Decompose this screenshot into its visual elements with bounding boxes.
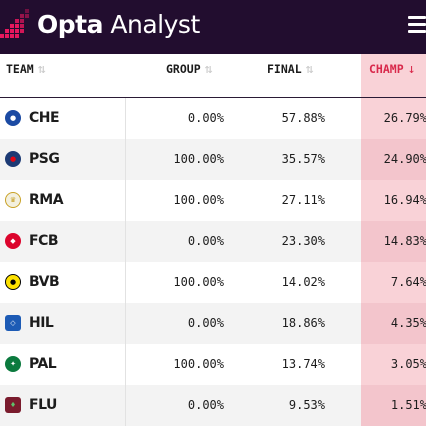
column-divider — [125, 303, 126, 344]
column-divider — [125, 98, 126, 139]
real-madrid-crest-icon: ♛ — [5, 192, 21, 208]
team-abbreviation[interactable]: FLU — [29, 397, 57, 413]
opta-logo-icon[interactable] — [0, 6, 36, 42]
champ-highlight-cell — [361, 344, 426, 385]
standings-table-body: ● CHE 0.00% 57.88% 26.79% ● PSG 100.00% … — [0, 98, 426, 426]
table-row[interactable]: ● PSG 100.00% 35.57% 24.90% — [0, 139, 426, 180]
team-abbreviation[interactable]: FCB — [29, 233, 59, 249]
column-header-final[interactable]: FINAL ⇅ — [267, 54, 313, 97]
final-probability: 14.02% — [281, 275, 325, 289]
table-row[interactable]: ◇ HIL 0.00% 18.86% 4.35% — [0, 303, 426, 344]
dortmund-crest-icon: ● — [5, 274, 21, 290]
column-header-group[interactable]: GROUP ⇅ — [166, 54, 212, 97]
sort-arrows-icon: ⇅ — [37, 62, 46, 77]
team-abbreviation[interactable]: HIL — [29, 315, 54, 331]
group-probability: 0.00% — [187, 111, 224, 125]
final-probability: 9.53% — [288, 398, 325, 412]
column-label: GROUP — [166, 62, 201, 76]
champ-probability: 26.79% — [383, 111, 426, 125]
hamburger-menu-icon[interactable] — [408, 14, 426, 36]
final-probability: 35.57% — [281, 152, 325, 166]
column-divider — [125, 262, 126, 303]
column-divider — [125, 385, 126, 426]
group-probability: 100.00% — [173, 357, 224, 371]
champ-probability: 3.05% — [390, 357, 426, 371]
champ-highlight-cell — [361, 139, 426, 180]
team-abbreviation[interactable]: BVB — [29, 274, 60, 290]
team-abbreviation[interactable]: RMA — [29, 192, 64, 208]
column-label: CHAMP — [369, 62, 404, 76]
brand-name-bold: Opta — [37, 10, 103, 39]
brand-wordmark[interactable]: Opta Analyst — [37, 9, 200, 41]
al-hilal-crest-icon: ◇ — [5, 315, 21, 331]
champ-highlight-cell — [361, 262, 426, 303]
team-abbreviation[interactable]: CHE — [29, 110, 60, 126]
champ-probability: 16.94% — [383, 193, 426, 207]
final-probability: 23.30% — [281, 234, 325, 248]
brand-name-light: Analyst — [102, 10, 200, 39]
column-divider — [125, 139, 126, 180]
table-header: TEAM ⇅ GROUP ⇅ FINAL ⇅ CHAMP ↓ — [0, 54, 426, 98]
group-probability: 0.00% — [187, 316, 224, 330]
top-navigation-bar: Opta Analyst — [0, 0, 426, 54]
champ-probability: 1.51% — [390, 398, 426, 412]
table-row[interactable]: ● CHE 0.00% 57.88% 26.79% — [0, 98, 426, 139]
sort-arrows-icon: ⇅ — [204, 62, 213, 77]
column-label: FINAL — [267, 62, 302, 76]
table-row[interactable]: ● BVB 100.00% 14.02% 7.64% — [0, 262, 426, 303]
champ-probability: 7.64% — [390, 275, 426, 289]
champ-probability: 24.90% — [383, 152, 426, 166]
champ-highlight-cell — [361, 98, 426, 139]
champ-highlight-cell — [361, 303, 426, 344]
column-header-champ[interactable]: CHAMP ↓ — [361, 54, 426, 97]
champ-highlight-cell — [361, 180, 426, 221]
champ-probability: 4.35% — [390, 316, 426, 330]
champ-highlight-cell — [361, 221, 426, 262]
fluminense-crest-icon: ♦ — [5, 397, 21, 413]
column-divider — [125, 221, 126, 262]
chelsea-crest-icon: ● — [5, 110, 21, 126]
group-probability: 100.00% — [173, 275, 224, 289]
sort-arrows-icon: ⇅ — [305, 62, 314, 77]
team-abbreviation[interactable]: PAL — [29, 356, 57, 372]
psg-crest-icon: ● — [5, 151, 21, 167]
final-probability: 27.11% — [281, 193, 325, 207]
final-probability: 18.86% — [281, 316, 325, 330]
group-probability: 100.00% — [173, 152, 224, 166]
group-probability: 100.00% — [173, 193, 224, 207]
palmeiras-crest-icon: ✦ — [5, 356, 21, 372]
table-row[interactable]: ◆ FCB 0.00% 23.30% 14.83% — [0, 221, 426, 262]
table-row[interactable]: ♦ FLU 0.00% 9.53% 1.51% — [0, 385, 426, 426]
champ-probability: 14.83% — [383, 234, 426, 248]
champ-highlight-cell — [361, 385, 426, 426]
column-divider — [125, 180, 126, 221]
column-divider — [125, 344, 126, 385]
final-probability: 13.74% — [281, 357, 325, 371]
bayern-crest-icon: ◆ — [5, 233, 21, 249]
table-row[interactable]: ✦ PAL 100.00% 13.74% 3.05% — [0, 344, 426, 385]
group-probability: 0.00% — [187, 234, 224, 248]
table-row[interactable]: ♛ RMA 100.00% 27.11% 16.94% — [0, 180, 426, 221]
column-header-team[interactable]: TEAM ⇅ — [6, 54, 46, 97]
sort-descending-icon: ↓ — [407, 62, 416, 77]
final-probability: 57.88% — [281, 111, 325, 125]
team-abbreviation[interactable]: PSG — [29, 151, 60, 167]
column-label: TEAM — [6, 62, 34, 76]
group-probability: 0.00% — [187, 398, 224, 412]
